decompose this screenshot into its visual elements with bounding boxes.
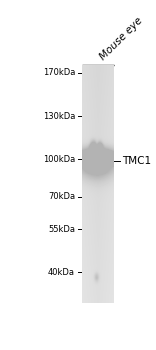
Text: 40kDa: 40kDa bbox=[48, 268, 75, 277]
Text: Mouse eye: Mouse eye bbox=[98, 16, 145, 62]
Text: 130kDa: 130kDa bbox=[43, 112, 75, 121]
Text: 170kDa: 170kDa bbox=[43, 69, 75, 77]
Text: 55kDa: 55kDa bbox=[48, 225, 75, 234]
Text: 100kDa: 100kDa bbox=[43, 155, 75, 164]
Text: 70kDa: 70kDa bbox=[48, 193, 75, 202]
Text: TMC1: TMC1 bbox=[122, 156, 151, 166]
